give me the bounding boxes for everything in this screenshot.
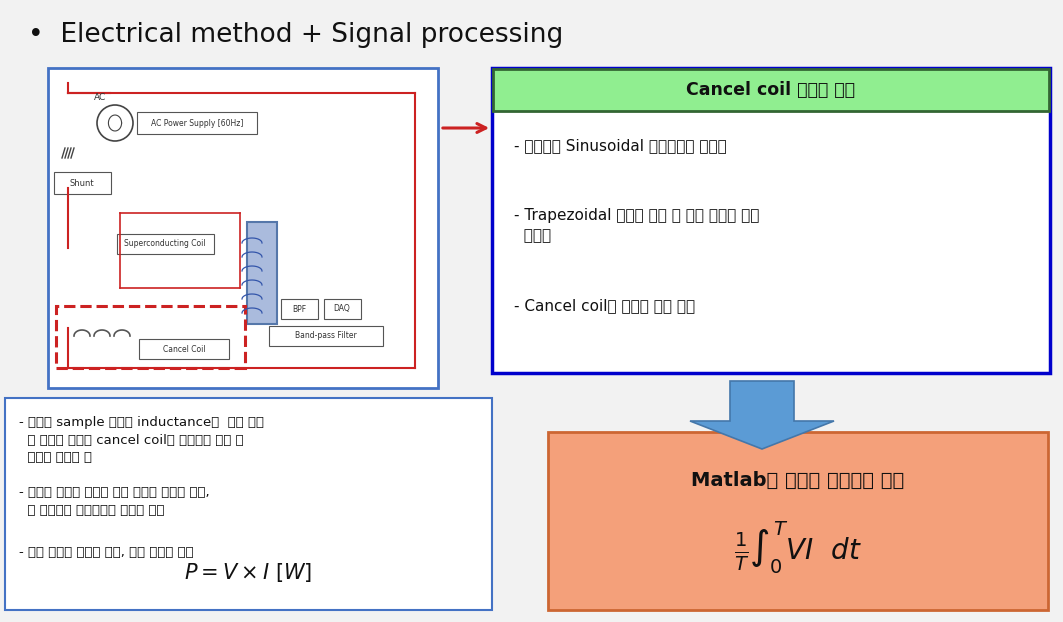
FancyBboxPatch shape [117,234,214,254]
Text: $\frac{1}{T}\int_{0}^{T}VI\ \ dt$: $\frac{1}{T}\int_{0}^{T}VI\ \ dt$ [733,519,862,577]
FancyBboxPatch shape [56,306,244,368]
FancyBboxPatch shape [5,398,492,610]
Text: - 샘플에 흐르는 전류와 시편 양단의 전압을 측정,
  두 물리량을 곱함으로써 손실을 측정: - 샘플에 흐르는 전류와 시편 양단의 전압을 측정, 두 물리량을 곱함으로… [19,486,209,516]
FancyBboxPatch shape [48,68,438,388]
Text: Cancel Coil: Cancel Coil [163,345,205,353]
FancyBboxPatch shape [324,299,361,319]
FancyBboxPatch shape [549,432,1048,610]
Text: Cancel coil 적용의 한계: Cancel coil 적용의 한계 [687,81,856,99]
Polygon shape [690,381,834,449]
FancyBboxPatch shape [247,222,277,324]
Text: Superconducting Coil: Superconducting Coil [124,239,206,249]
FancyBboxPatch shape [493,69,1049,111]
Text: - 일반적인 Sinusoidal 파형이라면 효과적: - 일반적인 Sinusoidal 파형이라면 효과적 [514,138,727,153]
Text: - 초전도 sample 자체의 inductance에  의한 전압
  과 자장의 영향을 cancel coil로 상쇄시켜 저항 성
  분만을 측정한: - 초전도 sample 자체의 inductance에 의한 전압 과 자장의… [19,416,264,464]
Text: AC Power Supply [60Hz]: AC Power Supply [60Hz] [151,119,243,128]
FancyBboxPatch shape [54,172,111,194]
Text: - Trapezoidal 파형이 인가 될 경우 측정에 매우
  어려움: - Trapezoidal 파형이 인가 될 경우 측정에 매우 어려움 [514,208,759,243]
Text: •  Electrical method + Signal processing: • Electrical method + Signal processing [28,22,563,48]
Text: DAQ: DAQ [334,305,351,313]
Text: AC: AC [94,93,106,103]
Text: Shunt: Shunt [70,179,95,187]
FancyBboxPatch shape [492,68,1050,373]
Text: - Cancel coil의 영향을 보기 힘듦: - Cancel coil의 영향을 보기 힘듦 [514,298,695,313]
FancyBboxPatch shape [269,326,383,346]
FancyBboxPatch shape [281,299,318,319]
FancyBboxPatch shape [139,339,229,359]
Text: - 측정 방법이 비교적 간편, 측정 시간이 짧음: - 측정 방법이 비교적 간편, 측정 시간이 짧음 [19,546,193,559]
Text: BPF: BPF [292,305,306,313]
Text: $P = V \times I\ [W]$: $P = V \times I\ [W]$ [184,560,313,583]
FancyBboxPatch shape [137,112,257,134]
Text: Band-pass Filter: Band-pass Filter [296,332,357,340]
Text: Matlab을 이용한 유효전력 계산: Matlab을 이용한 유효전력 계산 [691,470,905,490]
